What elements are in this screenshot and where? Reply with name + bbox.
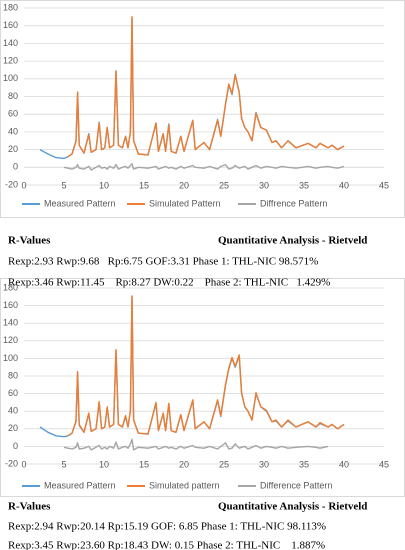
- y-tick-label: 120: [3, 55, 18, 65]
- legend-label: Simulated Pattern: [149, 198, 221, 208]
- y-tick-label: 20: [8, 423, 18, 433]
- y-tick-label: -20: [5, 179, 18, 189]
- caption-line: Rexp:2.94 Rwp:20.14 Rp:15.19 GOF: 6.85 P…: [8, 521, 326, 533]
- y-tick-label: 0: [13, 441, 18, 451]
- x-tick-label: 40: [339, 459, 349, 469]
- x-tick-label: 15: [139, 459, 149, 469]
- caption-subheading: Quantitative Analysis - Rietveld: [218, 235, 367, 247]
- y-tick-label: 100: [3, 353, 18, 363]
- x-tick-label: 5: [61, 459, 66, 469]
- y-tick-label: 180: [3, 282, 18, 292]
- y-tick-label: 140: [3, 38, 18, 48]
- y-tick-label: -20: [5, 458, 18, 468]
- x-tick-label: 5: [61, 180, 66, 190]
- x-tick-label: 45: [379, 459, 389, 469]
- y-tick-label: 80: [8, 370, 18, 380]
- x-tick-label: 40: [339, 180, 349, 190]
- series-line: [67, 16, 345, 158]
- x-tick-label: 0: [21, 459, 26, 469]
- x-tick-label: 10: [99, 180, 109, 190]
- y-tick-label: 140: [3, 318, 18, 328]
- x-tick-label: 25: [219, 180, 229, 190]
- x-tick-label: 20: [179, 180, 189, 190]
- y-tick-label: 80: [8, 91, 18, 101]
- caption-heading: R-Values: [8, 235, 51, 247]
- y-tick-label: 40: [8, 406, 18, 416]
- x-tick-label: 30: [259, 459, 269, 469]
- x-tick-label: 20: [179, 459, 189, 469]
- y-tick-label: 100: [3, 73, 18, 83]
- y-tick-label: 40: [8, 126, 18, 136]
- x-tick-label: 35: [299, 180, 309, 190]
- x-tick-label: 35: [299, 459, 309, 469]
- y-tick-label: 160: [3, 300, 18, 310]
- x-tick-label: 45: [379, 180, 389, 190]
- x-tick-label: 30: [259, 180, 269, 190]
- x-tick-label: 0: [21, 180, 26, 190]
- y-tick-label: 180: [3, 2, 18, 12]
- legend-label: Measured Pattern: [44, 480, 116, 490]
- caption-line: Rexp:3.45 Rwp:23.60 Rp:18.43 DW: 0.15 Ph…: [8, 540, 325, 550]
- legend-label: Difference Pattern: [260, 480, 332, 490]
- caption-line: Rexp:2.93 Rwp:9.68 Rp:6.75 GOF:3.31 Phas…: [8, 256, 318, 268]
- legend-label: Measured Pattern: [44, 198, 116, 208]
- legend-label: Simulated pattern: [149, 480, 220, 490]
- y-tick-label: 160: [3, 20, 18, 30]
- x-tick-label: 25: [219, 459, 229, 469]
- series-line: [39, 296, 345, 438]
- series-line: [67, 295, 345, 437]
- caption-heading: R-Values: [8, 501, 51, 513]
- y-tick-label: 20: [8, 144, 18, 154]
- x-tick-label: 15: [139, 180, 149, 190]
- series-line: [63, 438, 329, 451]
- y-tick-label: 120: [3, 335, 18, 345]
- x-tick-label: 10: [99, 459, 109, 469]
- series-line: [39, 17, 345, 160]
- y-tick-label: 60: [8, 109, 18, 119]
- caption-subheading: Quantitative Analysis - Rietveld: [218, 501, 367, 513]
- series-line: [63, 163, 345, 171]
- y-tick-label: 60: [8, 388, 18, 398]
- legend-label: Diffrence Pattern: [260, 198, 327, 208]
- y-tick-label: 0: [13, 162, 18, 172]
- caption-line: Rexp:3.46 Rwp:11.45 Rp:8.27 DW:0.22 Phas…: [8, 277, 330, 289]
